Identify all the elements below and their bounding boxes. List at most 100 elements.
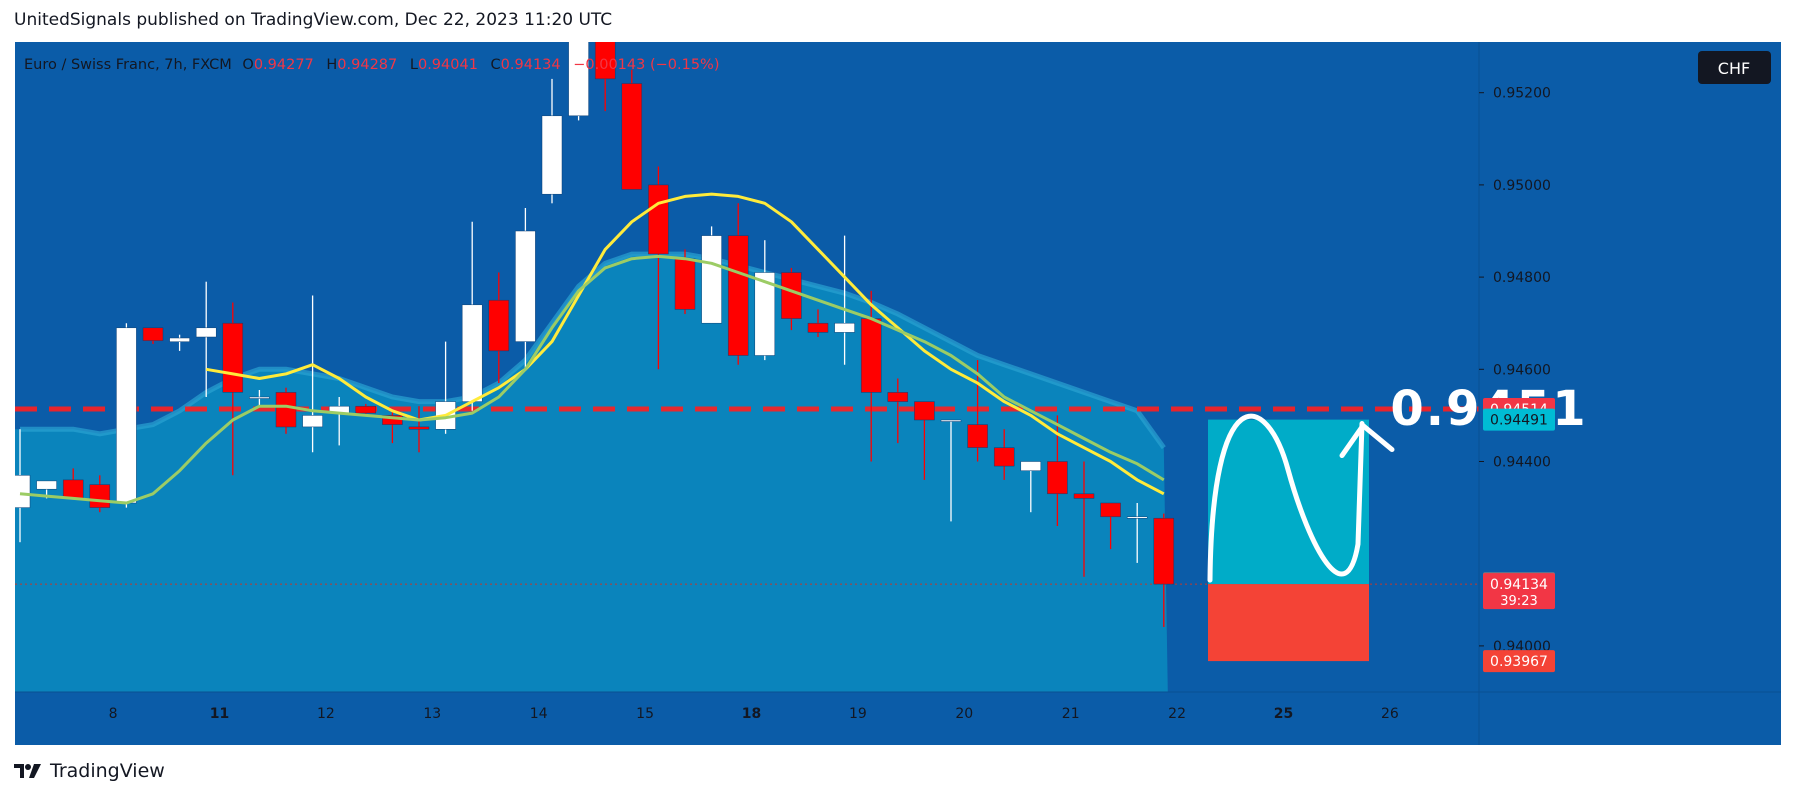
candle-body [249, 396, 270, 399]
candle-body [116, 327, 137, 504]
change-value: −0.00143 (−0.15%) [573, 57, 719, 73]
candle [302, 295, 323, 453]
candle [568, 23, 589, 121]
candle [1153, 513, 1175, 627]
candle [993, 429, 1015, 480]
high-value: 0.94287 [337, 57, 397, 73]
candle [355, 403, 377, 416]
candle-body [461, 304, 483, 402]
candle [834, 235, 855, 365]
close-label: C [491, 57, 501, 73]
candle [195, 281, 217, 397]
candle-body [488, 299, 510, 352]
low-value: 0.94041 [418, 57, 478, 73]
candle [169, 334, 190, 351]
x-tick-label: 18 [742, 706, 761, 722]
price-badge [1483, 408, 1555, 431]
x-tick-label: 14 [530, 706, 548, 722]
currency-button-bg[interactable] [1698, 51, 1771, 84]
price-badge [1483, 573, 1555, 610]
candle-body [781, 272, 802, 319]
candle [807, 309, 829, 337]
candle-body [62, 479, 84, 499]
x-tick-label: 11 [210, 706, 229, 722]
candle-body [940, 419, 962, 422]
candle-body [142, 327, 164, 341]
x-tick-label: 19 [849, 706, 867, 722]
candle-body [1100, 502, 1121, 518]
candle-body [727, 235, 749, 356]
candle [1020, 461, 1042, 513]
candle-body [9, 475, 31, 508]
symbol-legend: Euro / Swiss Franc, 7h, FXCM O0.94277 H0… [24, 57, 720, 73]
arrow-head-icon [1339, 423, 1395, 459]
candle [1073, 461, 1095, 577]
candle [515, 208, 536, 370]
price-badge-label: 0.94491 [1490, 413, 1548, 429]
candle [408, 406, 430, 453]
candle [967, 360, 988, 462]
candle [914, 401, 935, 480]
tradingview-footer: TradingView [14, 760, 165, 782]
candle-body [195, 327, 217, 338]
candle-body [887, 392, 909, 402]
candle [621, 69, 643, 190]
candle-body [648, 184, 669, 255]
y-tick-label: 0.95000 [1493, 178, 1551, 194]
candle [940, 419, 962, 522]
candle [727, 203, 749, 365]
candle-body [674, 258, 696, 310]
candle-body [967, 424, 988, 448]
x-tick-label: 15 [636, 706, 654, 722]
price-chart[interactable]: 0.95200 0.95000 0.94800 0.94600 0.94400 0.940… [9, 23, 1781, 745]
price-badge-label: 0.93967 [1490, 654, 1548, 670]
close-value: 0.94134 [501, 57, 561, 73]
price-badge-label: 0.94134 [1490, 577, 1548, 593]
currency-button-label[interactable]: CHF [1718, 59, 1750, 78]
price-axis-panel [1479, 42, 1781, 745]
candle-body [701, 235, 722, 324]
y-tick-label: 0.94800 [1493, 270, 1551, 286]
candle [488, 272, 510, 384]
candle-body [993, 447, 1015, 467]
high-label: H [326, 57, 337, 73]
y-tick-label: 0.95200 [1493, 86, 1551, 102]
x-tick-label: 21 [1062, 706, 1080, 722]
candle [461, 221, 483, 411]
candle [1100, 502, 1121, 550]
stop-loss-zone [1208, 584, 1369, 662]
green-moving-average [19, 254, 1165, 505]
low-label: L [410, 57, 418, 73]
open-value: 0.94277 [254, 57, 314, 73]
candle-body [89, 484, 111, 508]
yellow-moving-average [205, 192, 1165, 496]
candle-body [1020, 461, 1042, 471]
candle [9, 429, 31, 543]
candle-body [568, 23, 589, 117]
footer-brand: TradingView [50, 760, 165, 782]
candle-body [834, 322, 855, 333]
projection-wave-arrow [1207, 413, 1365, 583]
candle-body [860, 318, 882, 393]
candle-body [169, 337, 190, 342]
candle [781, 267, 802, 331]
candle-body [1073, 493, 1095, 499]
x-tick-label: 12 [317, 706, 335, 722]
candle [142, 327, 164, 344]
x-tick-label: 26 [1381, 706, 1399, 722]
countdown-label: 39:23 [1500, 594, 1537, 609]
candle-body [1153, 517, 1175, 585]
candle [62, 468, 84, 499]
y-tick-label: 0.94400 [1493, 455, 1551, 471]
candle-body [1126, 516, 1148, 519]
x-tick-label: 13 [423, 706, 441, 722]
candle-body [408, 426, 430, 430]
currency-button[interactable]: CHF [1698, 51, 1771, 84]
candle-body [754, 272, 776, 356]
chart-panel[interactable]: 0.95200 0.95000 0.94800 0.94600 0.94400 0.940… [9, 23, 1781, 745]
open-label: O [242, 57, 253, 73]
candle-body [355, 405, 377, 414]
candle-body [275, 392, 297, 428]
candle-body [302, 415, 323, 428]
candle-body [541, 115, 563, 195]
